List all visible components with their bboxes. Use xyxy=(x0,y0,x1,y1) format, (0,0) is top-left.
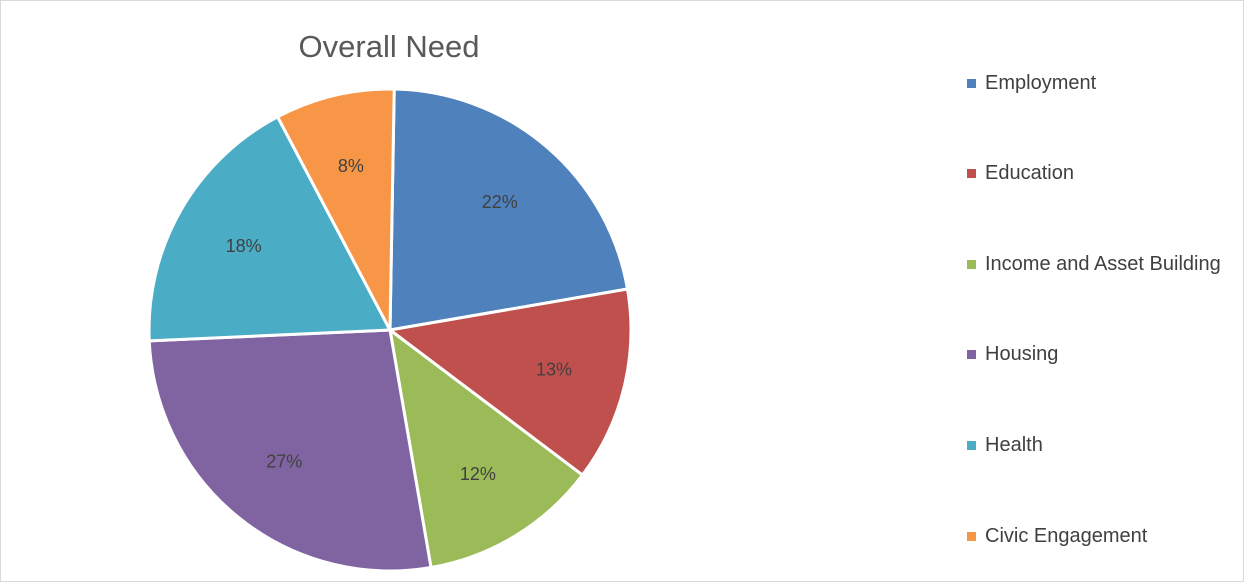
data-label-housing: 27% xyxy=(266,452,302,472)
pie-chart: 22% 13% 12% 27% 18% 8% xyxy=(147,87,633,573)
legend-item-employment: Employment xyxy=(967,69,1096,97)
chart-title: Overall Need xyxy=(298,29,480,64)
legend-swatch-income-and-asset-building xyxy=(967,259,976,269)
data-label-employment: 22% xyxy=(482,192,518,212)
legend-item-housing: Housing xyxy=(967,341,1058,369)
legend-swatch-education xyxy=(967,169,976,179)
legend-swatch-health xyxy=(967,440,976,450)
legend-label-education: Education xyxy=(985,162,1074,185)
legend-item-education: Education xyxy=(967,160,1074,188)
legend-label-civic-engagement: Civic Engagement xyxy=(985,524,1148,547)
legend-label-employment: Employment xyxy=(985,71,1097,94)
legend-label-housing: Housing xyxy=(985,343,1059,366)
pie-slice-civic-engagement xyxy=(276,87,396,332)
pie-slice-employment xyxy=(388,87,629,332)
pie-slice-health xyxy=(147,115,392,343)
legend-item-civic-engagement: Civic Engagement xyxy=(967,522,1147,550)
pie-slice-income-and-asset-building xyxy=(388,328,584,569)
pie-slice-housing xyxy=(147,328,433,573)
legend-swatch-civic-engagement xyxy=(967,531,976,541)
data-label-health: 18% xyxy=(226,236,262,256)
legend-swatch-housing xyxy=(967,350,976,360)
legend-label-health: Health xyxy=(985,433,1043,456)
data-label-income-and-asset-building: 12% xyxy=(460,464,496,484)
legend-swatch-employment xyxy=(967,78,976,88)
legend-label-income-and-asset-building: Income and Asset Building xyxy=(985,252,1221,275)
legend-item-income-and-asset-building: Income and Asset Building xyxy=(967,250,1221,278)
pie-slice-education xyxy=(388,287,633,477)
data-label-education: 13% xyxy=(536,360,572,380)
data-label-civic-engagement: 8% xyxy=(338,156,364,176)
legend-item-health: Health xyxy=(967,431,1043,459)
